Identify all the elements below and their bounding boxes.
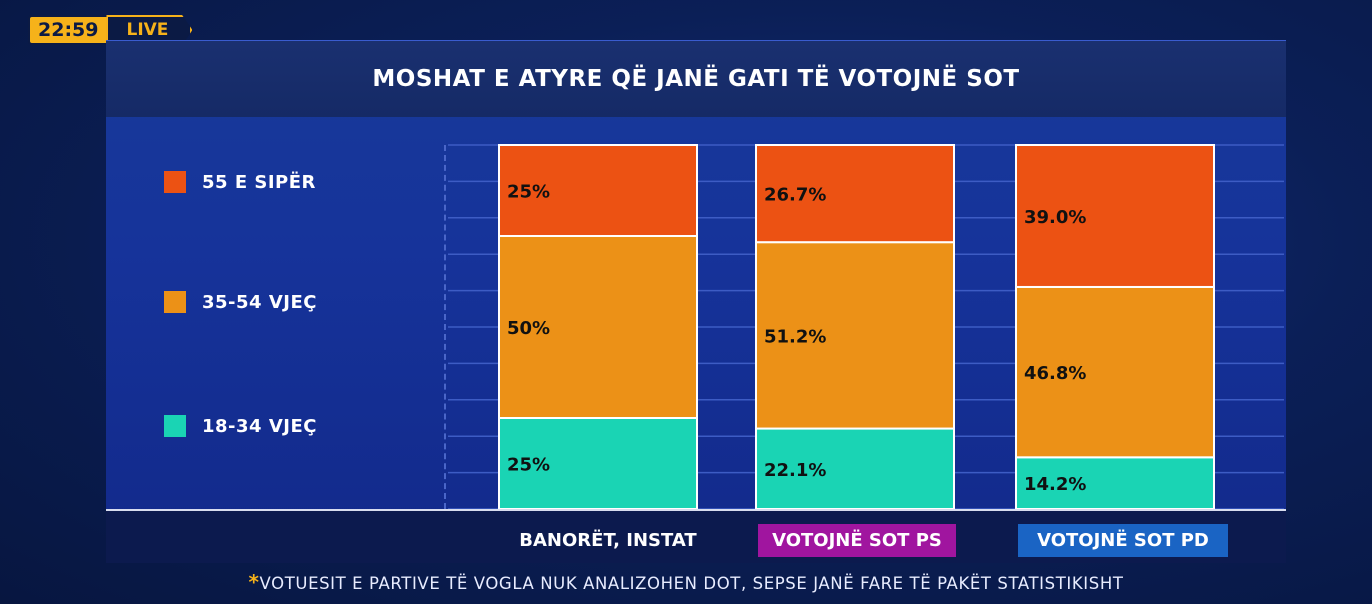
- data-label-2-3: 26.7%: [764, 185, 826, 206]
- category-label-banoret: BANORËT, INSTAT: [519, 530, 697, 551]
- data-label-2-1: 22.1%: [764, 460, 826, 481]
- legend-label-35-54: 35-54 VJEÇ: [202, 291, 317, 313]
- stacked-bar-chart: 25% 50% 25% 22.1% 51.2% 26.7% 14.2% 46.8% 39.0%: [448, 144, 1284, 511]
- broadcast-time: 22:59: [28, 15, 117, 45]
- category-label-pd: VOTOJNË SOT PD: [1018, 524, 1228, 557]
- data-label-3-1: 14.2%: [1024, 474, 1086, 495]
- legend-item-18-34: 18-34 VJEÇ: [164, 415, 317, 437]
- legend-label-55-plus: 55 E SIPËR: [202, 171, 316, 193]
- footnote-star: *: [248, 570, 260, 594]
- bar-segment-1-1: [498, 417, 698, 510]
- chart-title: MOSHAT E ATYRE QË JANË GATI TË VOTOJNË S…: [372, 66, 1020, 92]
- live-badge: 22:59 LIVE: [28, 15, 193, 45]
- bar-segment-1-2: [498, 235, 698, 419]
- legend-label-18-34: 18-34 VJEÇ: [202, 415, 317, 437]
- legend-item-55-plus: 55 E SIPËR: [164, 171, 316, 193]
- bar-segment-2-2: [755, 241, 955, 430]
- footnote-text: VOTUESIT E PARTIVE TË VOGLA NUK ANALIZOH…: [259, 574, 1124, 593]
- chart-panel: MOSHAT E ATYRE QË JANË GATI TË VOTOJNË S…: [106, 40, 1286, 563]
- data-label-1-3: 25%: [507, 182, 550, 203]
- legend-swatch-35-54: [164, 291, 186, 313]
- legend-swatch-18-34: [164, 415, 186, 437]
- legend-swatch-55-plus: [164, 171, 186, 193]
- legend-item-35-54: 35-54 VJEÇ: [164, 291, 317, 313]
- title-bar: [106, 41, 1286, 117]
- bar-segment-3-1: [1015, 456, 1215, 511]
- data-label-3-2: 46.8%: [1024, 363, 1086, 384]
- data-label-1-2: 50%: [507, 318, 550, 339]
- data-label-1-1: 25%: [507, 455, 550, 476]
- data-label-3-3: 39.0%: [1024, 207, 1086, 228]
- bar-segment-1-3: [498, 144, 698, 237]
- bar-segment-2-3: [755, 144, 955, 244]
- data-label-2-2: 51.2%: [764, 326, 826, 347]
- bar-segment-3-3: [1015, 144, 1215, 288]
- footnote: *VOTUESIT E PARTIVE TË VOGLA NUK ANALIZO…: [0, 570, 1372, 594]
- legend-divider: [444, 145, 446, 509]
- bar-segment-3-2: [1015, 285, 1215, 459]
- category-label-ps: VOTOJNË SOT PS: [758, 524, 956, 557]
